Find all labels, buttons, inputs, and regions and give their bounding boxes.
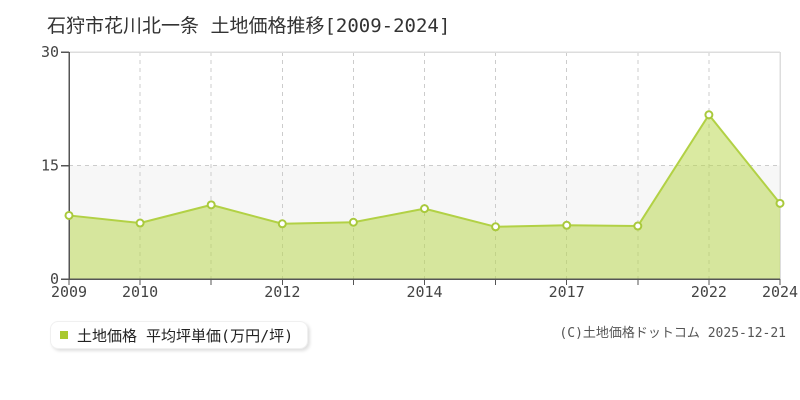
legend-series-marker-icon: [60, 331, 68, 339]
x-tick-label: 2014: [406, 283, 442, 301]
y-tick-label: 15: [41, 157, 59, 175]
area-fill: [69, 114, 780, 279]
y-tick-label: 0: [50, 270, 59, 288]
data-point-marker[interactable]: [64, 210, 74, 220]
data-point-marker[interactable]: [562, 220, 572, 230]
x-tick-label: 2010: [122, 283, 158, 301]
x-tick-label: 2009: [51, 283, 87, 301]
y-tick-label: 30: [41, 43, 59, 61]
x-tick-label: 2022: [691, 283, 727, 301]
data-point-marker[interactable]: [135, 218, 145, 228]
x-tick-label: 2012: [264, 283, 300, 301]
data-point-marker[interactable]: [775, 198, 785, 208]
x-tick-label: 2024: [762, 283, 798, 301]
data-point-marker[interactable]: [206, 200, 216, 210]
data-point-marker[interactable]: [420, 204, 429, 214]
legend: 土地価格 平均坪単価(万円/坪): [50, 321, 309, 349]
copyright-text: (C)土地価格ドットコム 2025-12-21: [559, 326, 786, 341]
data-point-marker[interactable]: [277, 219, 287, 229]
legend-series-label: 土地価格 平均坪単価(万円/坪): [77, 326, 294, 345]
data-point-marker[interactable]: [633, 221, 643, 231]
page-title: 石狩市花川北一条 土地価格推移[2009-2024]: [47, 15, 451, 37]
data-point-marker[interactable]: [491, 222, 501, 232]
data-point-marker[interactable]: [704, 110, 714, 120]
price-trend-chart: 0 15 30 2009 2010 2012 2014 2017 2022 2024: [41, 43, 798, 301]
x-tick-label: 2017: [549, 283, 585, 301]
data-point-marker[interactable]: [348, 217, 358, 227]
